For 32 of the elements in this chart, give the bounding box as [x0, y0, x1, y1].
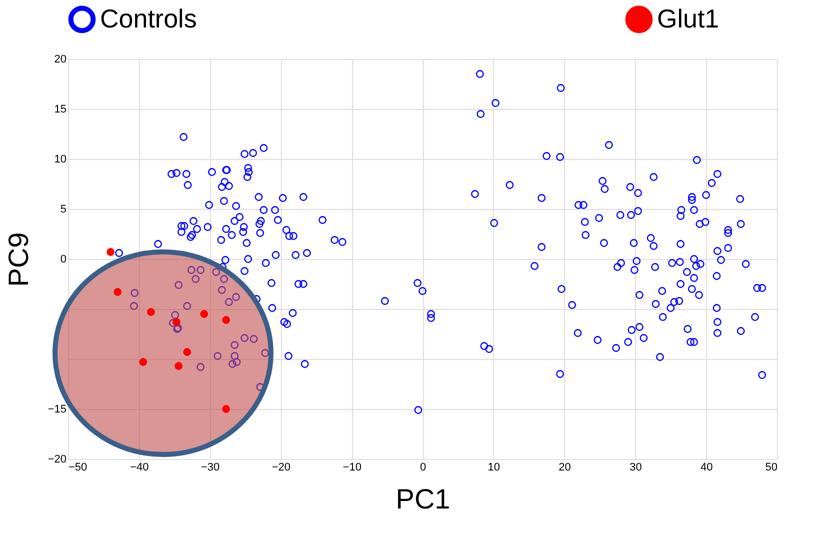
x-tick-label: 40	[700, 462, 713, 474]
y-tick-label: 10	[54, 154, 66, 166]
x-tick-label: 20	[558, 462, 571, 474]
point	[200, 310, 208, 318]
y-axis-title: PC9	[2, 232, 34, 287]
point	[172, 318, 180, 326]
point	[222, 316, 230, 324]
x-tick-label: 0	[420, 462, 426, 474]
y-tick-label: 5	[60, 204, 66, 216]
point	[147, 308, 155, 316]
y-tick-label: 15	[54, 104, 66, 116]
x-tick-label: −20	[272, 462, 291, 474]
x-axis-title: PC1	[396, 484, 450, 514]
legend-label: Glut1	[657, 3, 720, 34]
y-tick-label: 0	[60, 254, 66, 266]
x-tick-label: −50	[68, 462, 88, 474]
point	[183, 348, 192, 356]
x-tick-label: 30	[630, 462, 642, 474]
x-tick-label: −30	[200, 462, 220, 474]
point	[139, 358, 148, 366]
point	[174, 362, 183, 370]
point	[222, 405, 230, 413]
y-tick-label: −20	[48, 454, 66, 466]
point	[106, 248, 114, 256]
point	[114, 288, 122, 296]
x-tick-label: 50	[765, 462, 778, 474]
legend-label: Controls	[100, 3, 197, 34]
x-tick-label: −10	[342, 462, 362, 474]
y-tick-label: −15	[48, 404, 66, 416]
y-tick-label: 20	[54, 54, 66, 66]
x-tick-label: −40	[130, 462, 149, 474]
x-tick-label: 10	[488, 462, 500, 474]
